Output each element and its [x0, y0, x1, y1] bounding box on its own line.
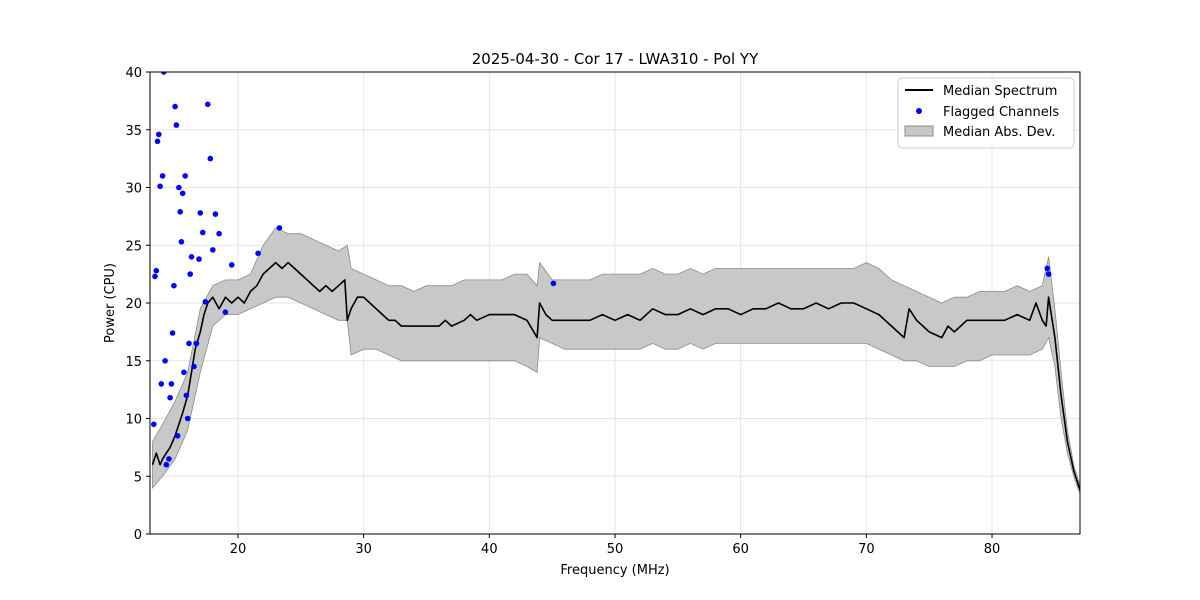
flagged-channel-point — [157, 183, 163, 190]
flagged-channel-point — [191, 363, 197, 370]
flagged-points-layer — [151, 72, 1052, 468]
x-axis: 20 30 40 50 60 70 80 — [230, 534, 1001, 557]
flagged-channel-point — [205, 101, 211, 108]
flagged-channel-point — [210, 247, 216, 253]
flagged-channel-point — [174, 433, 181, 439]
legend-mad-swatch — [904, 125, 934, 137]
flagged-channel-point — [179, 190, 186, 197]
x-tick-label: 30 — [355, 542, 372, 557]
flagged-channel-point — [168, 381, 175, 387]
y-tick-label: 10 — [125, 413, 142, 428]
flagged-channel-point — [163, 461, 170, 468]
flagged-channel-point — [1045, 271, 1052, 277]
x-tick-label: 50 — [607, 542, 624, 557]
flagged-channel-point — [228, 262, 235, 268]
y-tick-label: 20 — [125, 297, 142, 312]
flagged-channel-point — [186, 340, 192, 347]
legend-median-label: Median Spectrum — [943, 84, 1057, 99]
flagged-channel-point — [167, 394, 173, 401]
x-tick-label: 80 — [984, 542, 1001, 557]
y-axis-label: Power (CPU) — [103, 263, 118, 343]
flagged-channel-point — [188, 253, 195, 260]
x-tick-label: 70 — [858, 542, 875, 557]
flagged-channel-point — [159, 173, 166, 179]
flagged-channel-point — [153, 267, 160, 274]
flagged-channel-point — [177, 209, 183, 215]
flagged-channel-point — [176, 184, 182, 191]
y-tick-label: 5 — [134, 470, 142, 485]
flagged-channel-point — [216, 230, 222, 237]
median-spectrum-line — [151, 261, 1080, 491]
flagged-channel-point — [212, 211, 219, 217]
y-tick-label: 35 — [125, 124, 142, 139]
flagged-channel-point — [154, 138, 161, 145]
flagged-channel-point — [207, 155, 214, 162]
y-tick-label: 40 — [125, 66, 142, 81]
flagged-channel-point — [550, 280, 557, 287]
flagged-channel-point — [152, 273, 158, 280]
y-tick-label: 25 — [125, 239, 142, 254]
y-tick-label: 15 — [125, 355, 142, 370]
flagged-channel-point — [151, 421, 157, 428]
flagged-channel-point — [169, 330, 176, 336]
y-tick-label: 0 — [134, 528, 142, 543]
flagged-channel-point — [187, 271, 193, 277]
flagged-channel-point — [158, 381, 165, 387]
flagged-channel-point — [222, 309, 229, 316]
flagged-channel-point — [196, 256, 202, 262]
legend-box — [897, 77, 1075, 149]
flagged-channel-point — [161, 72, 167, 75]
legend: Median Spectrum Flagged Channels Median … — [897, 77, 1075, 149]
flagged-channel-point — [162, 358, 168, 364]
y-tick-label: 30 — [125, 182, 142, 197]
flagged-channel-point — [181, 369, 187, 376]
flagged-channel-point — [173, 122, 180, 128]
y-axis: 0 5 10 15 20 25 30 35 40 — [125, 66, 150, 543]
mad-band-layer — [152, 227, 1080, 494]
x-tick-label: 20 — [230, 542, 247, 557]
flagged-channel-point — [255, 250, 261, 257]
flagged-channel-point — [178, 239, 185, 245]
chart-title: 2025-04-30 - Cor 17 - LWA310 - Pol YY — [472, 50, 759, 68]
x-tick-label: 60 — [732, 542, 749, 557]
flagged-channel-point — [184, 415, 191, 422]
flagged-channel-point — [193, 340, 200, 347]
flagged-channel-point — [276, 225, 283, 231]
legend-flagged-label: Flagged Channels — [943, 105, 1059, 120]
flagged-channel-point — [166, 456, 172, 462]
legend-mad-label: Median Abs. Dev. — [943, 125, 1055, 140]
flagged-channel-point — [202, 299, 209, 305]
flagged-channel-point — [182, 173, 188, 179]
x-tick-label: 40 — [481, 542, 498, 557]
flagged-channel-point — [200, 229, 206, 236]
flagged-channel-point — [183, 392, 190, 399]
x-axis-label: Frequency (MHz) — [560, 563, 669, 578]
flagged-channel-point — [1044, 265, 1051, 272]
flagged-channel-point — [171, 282, 177, 289]
legend-flagged-swatch — [916, 108, 922, 114]
flagged-channel-point — [197, 210, 204, 216]
flagged-channel-point — [156, 131, 162, 138]
mad-band — [152, 227, 1080, 494]
flagged-channel-point — [172, 103, 178, 110]
median-line-layer — [151, 261, 1080, 491]
